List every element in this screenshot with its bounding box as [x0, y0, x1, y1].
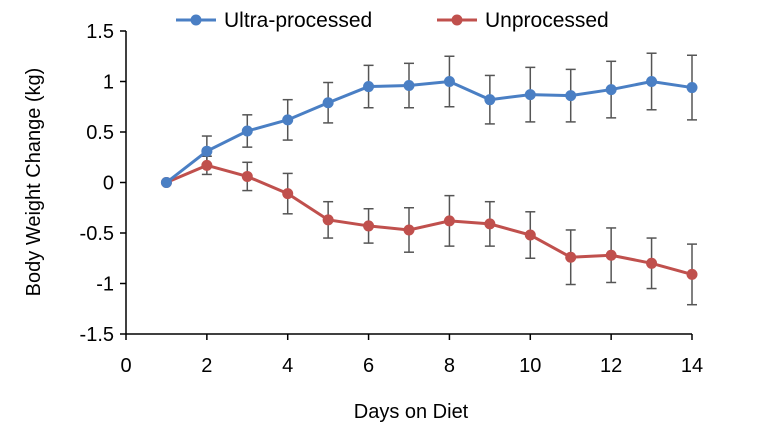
data-point-ultra-processed [443, 76, 455, 87]
x-tick-label: 10 [519, 355, 541, 377]
data-point-ultra-processed [605, 84, 617, 96]
data-point-unprocessed [443, 215, 455, 227]
data-point-unprocessed [605, 249, 617, 261]
y-tick-label: -0.5 [80, 223, 114, 245]
data-point-unprocessed [524, 229, 536, 241]
data-point-ultra-processed [484, 94, 496, 106]
data-point-unprocessed [484, 218, 496, 230]
data-point-unprocessed [201, 159, 213, 171]
legend-label: Ultra-processed [224, 9, 372, 32]
y-tick-label: 0.5 [86, 122, 114, 144]
data-point-ultra-processed [646, 76, 658, 87]
data-point-unprocessed [403, 224, 415, 236]
x-tick-label: 12 [600, 355, 622, 377]
data-point-unprocessed [646, 257, 658, 269]
y-axis-title: Body Weight Change (kg) [23, 68, 45, 297]
data-point-unprocessed [565, 251, 577, 263]
data-point-ultra-processed [524, 89, 536, 101]
data-point-ultra-processed [403, 80, 415, 92]
legend-item-ultra-processed: Ultra-processed [176, 9, 372, 32]
legend-swatch-marker [190, 14, 202, 26]
x-tick-label: 14 [681, 355, 703, 377]
y-tick-label: 0 [103, 173, 114, 195]
y-tick-label: -1 [96, 274, 114, 296]
data-point-ultra-processed [201, 145, 213, 157]
axes: 1.5 1 0.5 0 -0.5 -1 -1.5 0 2 4 6 8 10 12 14 [80, 21, 704, 377]
data-point-unprocessed [322, 214, 334, 226]
data-point-ultra-processed [241, 125, 253, 137]
y-tick-label: 1.5 [86, 21, 114, 43]
x-axis-title: Days on Diet [354, 401, 469, 423]
x-tick-label: 6 [363, 355, 374, 377]
data-point-ultra-processed [282, 114, 294, 126]
x-tick-label: 0 [120, 355, 131, 377]
y-tick-label: -1.5 [80, 324, 114, 346]
legend-item-unprocessed: Unprocessed [437, 9, 609, 32]
series-lines [160, 76, 698, 280]
series-line-ultra-processed [165, 79, 693, 184]
data-point-unprocessed [282, 188, 294, 200]
legend-label: Unprocessed [485, 9, 609, 32]
x-tick-label: 2 [201, 355, 212, 377]
data-point-unprocessed [241, 170, 253, 182]
data-point-ultra-processed [160, 177, 172, 188]
x-tick-label: 4 [282, 355, 293, 377]
y-tick-label: 1 [103, 72, 114, 94]
data-point-ultra-processed [363, 81, 375, 93]
x-tick-label: 8 [444, 355, 455, 377]
legend-swatch-marker [451, 14, 463, 26]
error-bars [201, 52, 697, 306]
data-point-unprocessed [686, 268, 698, 280]
data-point-ultra-processed [322, 97, 334, 109]
legend: Ultra-processed Unprocessed [176, 9, 609, 32]
data-point-ultra-processed [686, 82, 698, 94]
data-point-ultra-processed [565, 90, 577, 102]
data-point-unprocessed [363, 220, 375, 232]
series-line-unprocessed [165, 163, 693, 276]
